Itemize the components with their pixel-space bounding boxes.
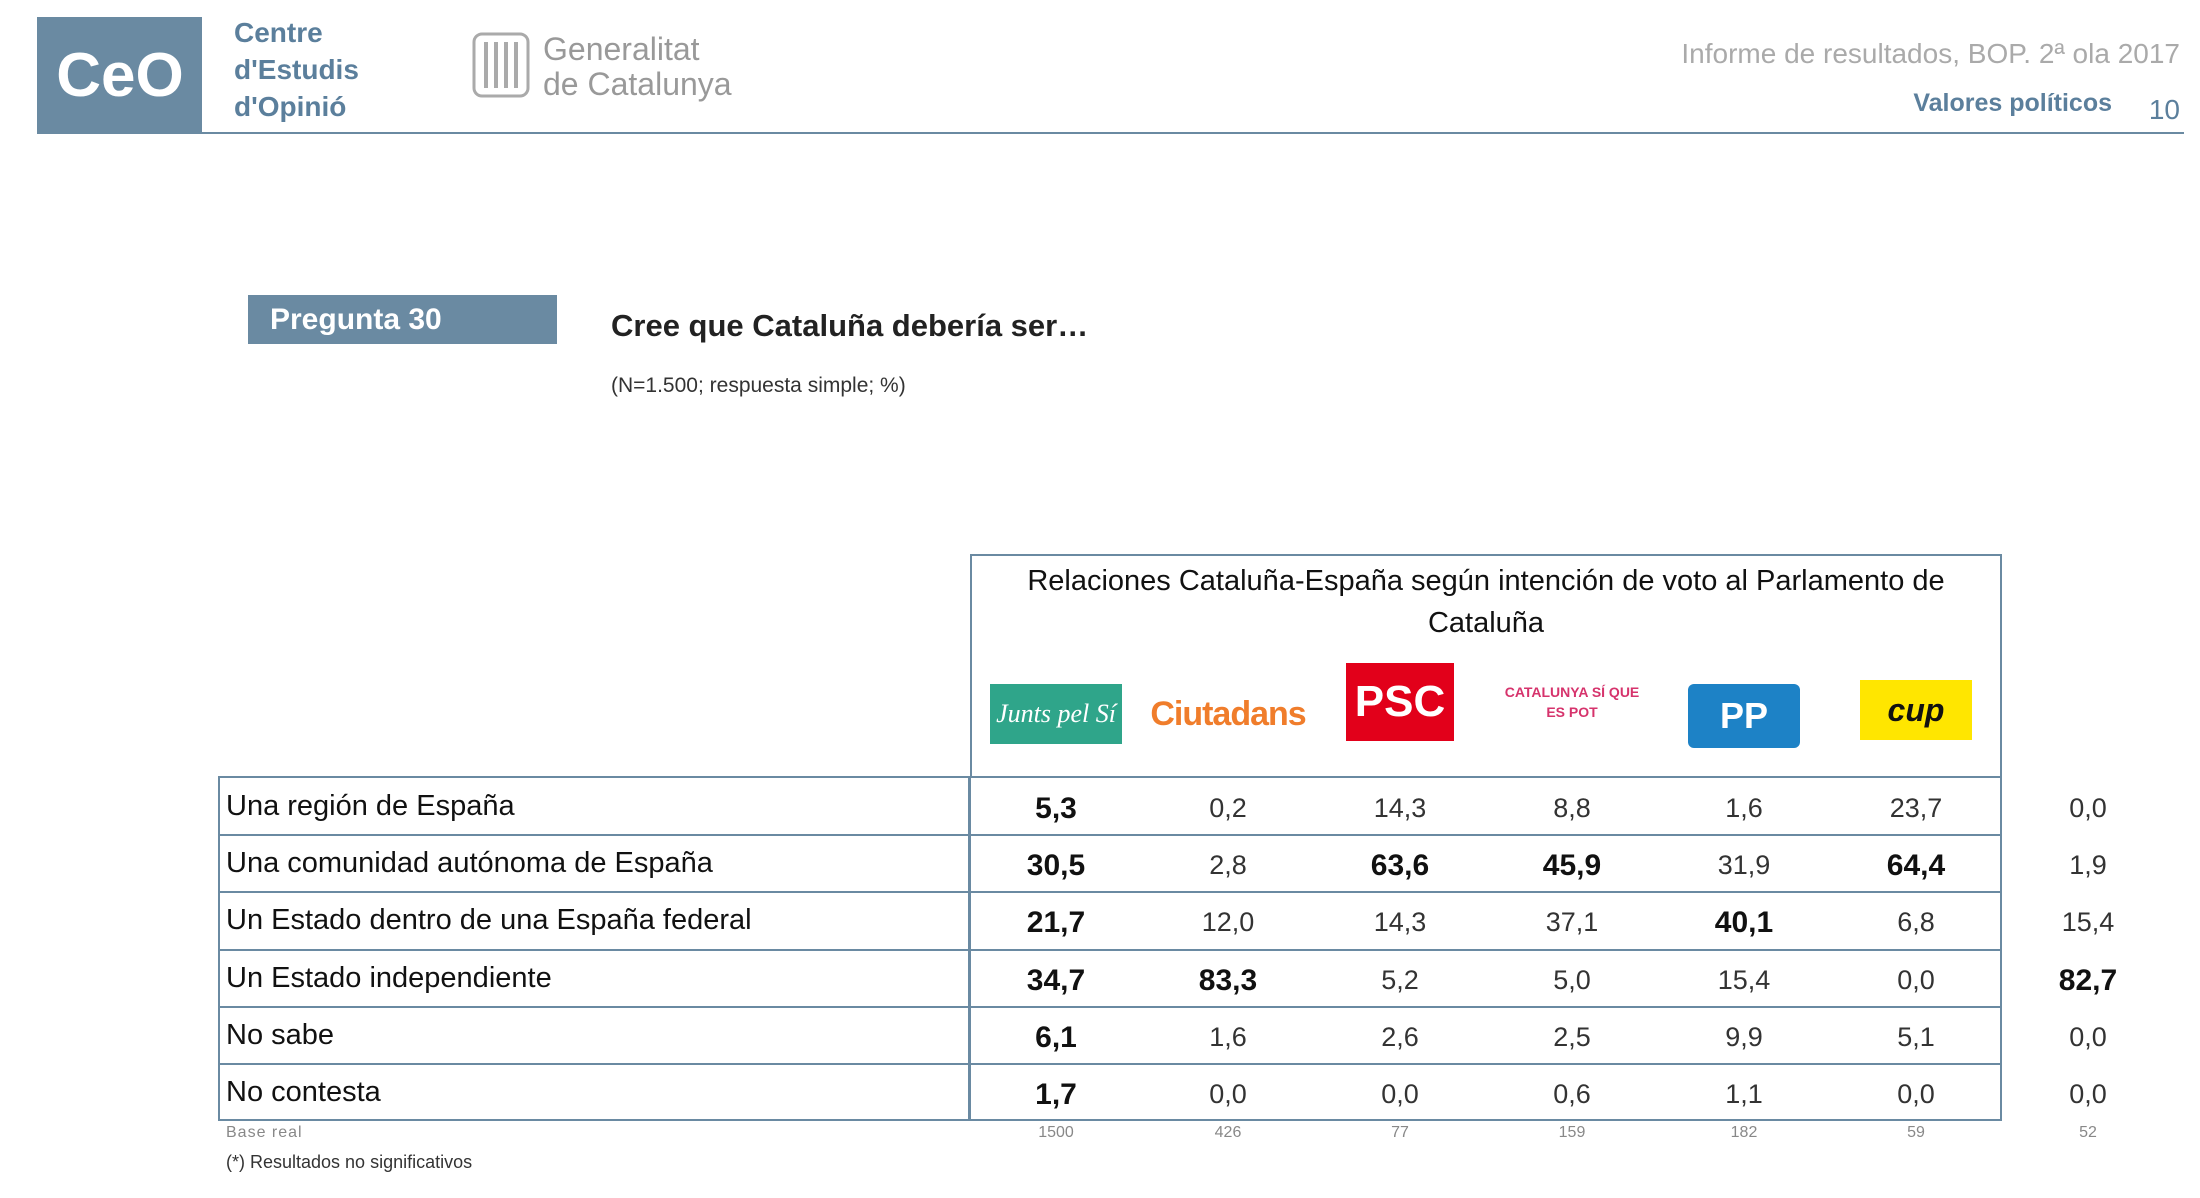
cell: 31,9 (1717, 850, 1771, 881)
cell: 40,1 (1714, 906, 1774, 940)
cell: 2,8 (1209, 850, 1247, 881)
cell: 0,0 (1897, 964, 1935, 995)
cell: 9,9 (1725, 1021, 1763, 1052)
logo-box: CeO (37, 17, 202, 133)
party-logo: CATALUNYA SÍ QUE ES POT (1504, 684, 1640, 720)
gov-emblem (472, 32, 530, 98)
gov-line: de Catalunya (543, 66, 732, 102)
base-value: 1500 (1038, 1124, 1074, 1141)
row-divider (218, 948, 2002, 951)
cell: 1,6 (1725, 793, 1763, 823)
table-body (218, 776, 2002, 1121)
logo-text: CeO (56, 41, 184, 110)
base-value: 59 (1907, 1124, 1925, 1141)
row-label: Un Estado dentro de una España federal (226, 904, 752, 937)
cell: 12,0 (1201, 907, 1255, 938)
base-value: 77 (1391, 1124, 1409, 1141)
cell: 1,1 (1725, 1079, 1763, 1109)
cell: 1,9 (2069, 850, 2107, 881)
party-logo: cup (1860, 680, 1972, 740)
cell: 0,0 (1209, 1079, 1247, 1109)
header-rule (37, 132, 2184, 134)
cell: 0,0 (1897, 1079, 1935, 1109)
cell: 21,7 (1026, 906, 1086, 940)
cell: 5,3 (1035, 792, 1077, 825)
cell: 14,3 (1373, 907, 1427, 938)
column-divider (968, 776, 971, 1121)
row-divider (218, 891, 2002, 894)
party-logo: Ciutadans (1150, 695, 1306, 733)
cell: 30,5 (1026, 849, 1086, 883)
question-title: Cree que Cataluña debería ser… (611, 308, 1089, 343)
cell: 37,1 (1545, 907, 1599, 938)
cell: 0,0 (2069, 1079, 2107, 1109)
group-title: Relaciones Cataluña-España según intenci… (1027, 565, 1945, 639)
row-label: Una región de España (226, 790, 515, 822)
question-label: Pregunta 30 (248, 295, 557, 344)
org-line: Centre (234, 17, 323, 48)
org-line: d'Estudis (234, 54, 359, 85)
cell: 34,7 (1026, 963, 1086, 997)
cell: 6,8 (1897, 907, 1935, 938)
org-line: d'Opinió (234, 91, 347, 122)
cell: 1,7 (1035, 1078, 1077, 1111)
row-divider (218, 834, 2002, 837)
cell: 23,7 (1889, 793, 1943, 823)
cell: 15,4 (1717, 964, 1771, 995)
cell: 1,6 (1209, 1021, 1247, 1052)
base-value: 159 (1558, 1124, 1586, 1141)
row-label: Un Estado independiente (226, 961, 552, 994)
org-name: Centre d'Estudis d'Opinió (234, 14, 359, 125)
cell: 15,4 (2061, 907, 2115, 938)
report-title: Informe de resultados, BOP. 2ª ola 2017 (1681, 38, 2180, 69)
gov-name: Generalitat de Catalunya (543, 32, 732, 102)
cell: 2,6 (1381, 1021, 1419, 1052)
cell: 82,7 (2058, 963, 2118, 997)
row-label: Una comunidad autónoma de España (226, 847, 713, 880)
cell: 64,4 (1886, 849, 1946, 883)
cell: 2,5 (1553, 1021, 1591, 1052)
cell: 14,3 (1373, 793, 1427, 823)
base-value: 52 (2079, 1124, 2097, 1141)
question-note: (N=1.500; respuesta simple; %) (611, 374, 906, 397)
cell: 5,2 (1381, 964, 1419, 995)
cell: 0,0 (1381, 1079, 1419, 1109)
cell: 0,0 (2069, 1021, 2107, 1052)
cell: 8,8 (1553, 793, 1591, 823)
cell: 45,9 (1542, 849, 1602, 883)
party-logo: PSC (1346, 663, 1454, 741)
row-label: No sabe (226, 1018, 335, 1051)
cell: 0,0 (2069, 793, 2107, 823)
cell: 5,0 (1553, 964, 1591, 995)
cell: 0,6 (1553, 1079, 1591, 1109)
gov-line: Generalitat (543, 31, 700, 67)
row-divider (218, 1005, 2002, 1008)
base-value: 426 (1214, 1124, 1242, 1141)
page-number: 10 (2148, 94, 2180, 125)
base-label: Base real (226, 1124, 303, 1141)
cell: 6,1 (1035, 1020, 1077, 1054)
cell: 5,1 (1897, 1021, 1935, 1052)
base-value: 182 (1730, 1124, 1758, 1141)
cell: 83,3 (1198, 963, 1258, 997)
footnote: (*) Resultados no significativos (226, 1152, 473, 1172)
cell: 63,6 (1370, 849, 1430, 883)
row-divider (218, 1063, 2002, 1065)
section: Valores políticos (1913, 89, 2112, 117)
party-logo: PP (1688, 684, 1800, 748)
cell: 0,2 (1209, 793, 1247, 823)
party-logo: Junts pel Sí (990, 684, 1122, 744)
row-label: No contesta (226, 1076, 381, 1108)
